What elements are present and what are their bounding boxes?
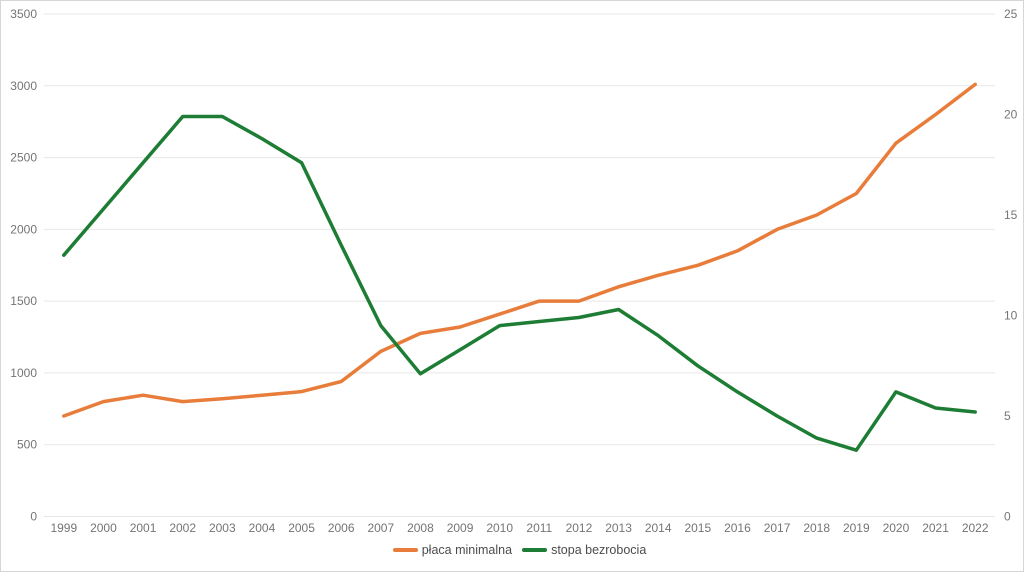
x-axis-tick-label: 2012 bbox=[566, 521, 593, 535]
x-axis-tick-label: 2019 bbox=[843, 521, 870, 535]
legend-swatch-placa-minimalna bbox=[392, 548, 418, 552]
left-axis-tick-label: 2000 bbox=[10, 222, 37, 236]
left-axis-tick-label: 1500 bbox=[10, 294, 37, 308]
x-axis-tick-label: 2015 bbox=[684, 521, 711, 535]
x-axis-tick-label: 2005 bbox=[288, 521, 315, 535]
legend-label-placa-minimalna: płaca minimalna bbox=[421, 542, 513, 557]
x-axis-tick-label: 2011 bbox=[526, 521, 552, 535]
x-axis-tick-label: 2007 bbox=[367, 521, 394, 535]
x-axis-tick-label: 2004 bbox=[249, 521, 276, 535]
x-axis-tick-label: 2001 bbox=[130, 521, 157, 535]
right-axis-tick-label: 25 bbox=[1004, 7, 1018, 21]
x-axis-tick-label: 2016 bbox=[724, 521, 751, 535]
x-axis-tick-label: 2022 bbox=[962, 521, 989, 535]
x-axis-tick-label: 2020 bbox=[883, 521, 910, 535]
left-axis-tick-label: 2500 bbox=[10, 151, 37, 165]
x-axis-tick-label: 2010 bbox=[486, 521, 513, 535]
x-axis-tick-label: 2013 bbox=[605, 521, 632, 535]
x-axis-tick-label: 2006 bbox=[328, 521, 355, 535]
series-placa-minimalna-line[interactable] bbox=[62, 82, 977, 418]
right-axis-tick-label: 20 bbox=[1004, 108, 1018, 122]
right-axis-tick-label: 10 bbox=[1004, 309, 1018, 323]
legend-item-placa-minimalna[interactable]: płaca minimalna bbox=[392, 542, 513, 557]
right-axis-tick-label: 0 bbox=[1004, 510, 1011, 524]
x-axis-tick-label: 2008 bbox=[407, 521, 434, 535]
x-axis-tick-label: 2017 bbox=[764, 521, 791, 535]
left-axis-tick-label: 3000 bbox=[10, 79, 37, 93]
legend-label-stopa-bezrobocia: stopa bezrobocia bbox=[551, 542, 647, 557]
x-axis-tick-label: 2002 bbox=[169, 521, 196, 535]
legend-swatch-stopa-bezrobocia bbox=[522, 548, 548, 552]
x-axis-tick-label: 2009 bbox=[447, 521, 474, 535]
right-axis-tick-label: 15 bbox=[1004, 208, 1018, 222]
x-axis-tick-label: 2000 bbox=[90, 521, 117, 535]
x-axis-tick-label: 1999 bbox=[50, 521, 77, 535]
chart-legend: płaca minimalna stopa bezrobocia bbox=[44, 541, 995, 559]
right-axis-tick-label: 5 bbox=[1004, 409, 1011, 423]
x-axis-tick-label: 2021 bbox=[922, 521, 949, 535]
left-axis-tick-label: 0 bbox=[30, 510, 37, 524]
left-axis-tick-label: 500 bbox=[17, 438, 37, 452]
left-axis-tick-label: 3500 bbox=[10, 7, 37, 21]
legend-item-stopa-bezrobocia[interactable]: stopa bezrobocia bbox=[522, 544, 646, 557]
left-axis-tick-label: 1000 bbox=[10, 366, 37, 380]
series-stopa-bezrobocia-line[interactable] bbox=[62, 114, 977, 452]
x-axis-tick-label: 2014 bbox=[645, 521, 672, 535]
x-axis-tick-label: 2018 bbox=[803, 521, 830, 535]
x-axis-tick-label: 2003 bbox=[209, 521, 236, 535]
